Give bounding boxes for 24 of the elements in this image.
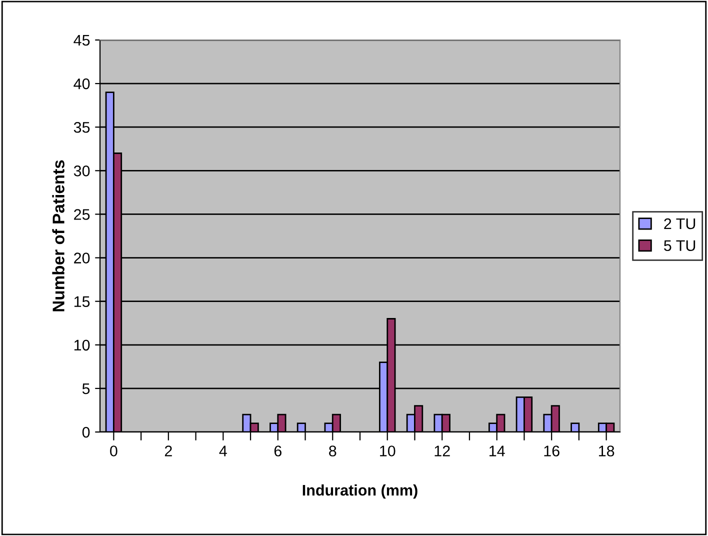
y-tick-label: 10 — [74, 340, 90, 351]
x-tick-label: 2 — [164, 446, 172, 456]
y-tick-label: 35 — [74, 122, 90, 133]
x-tick-label: 4 — [219, 446, 227, 456]
y-axis-title: Number of Patients — [52, 160, 64, 312]
x-tick-label: 16 — [544, 446, 560, 456]
legend-label: 5 TU — [664, 240, 696, 252]
x-tick-label: 14 — [490, 446, 505, 456]
x-tick-label: 0 — [110, 446, 118, 456]
y-tick-label: 25 — [74, 209, 90, 220]
legend-label: 2 TU — [664, 218, 696, 230]
x-tick-label: 8 — [329, 446, 336, 456]
y-tick-label: 0 — [82, 426, 90, 438]
y-tick-label: 40 — [74, 78, 90, 90]
x-tick-label: 18 — [598, 446, 614, 456]
y-tick-label: 45 — [74, 35, 90, 46]
y-tick-label: 5 — [82, 383, 90, 394]
y-tick-label: 30 — [74, 166, 90, 176]
x-tick-label: 10 — [380, 446, 396, 456]
x-tick-label: 12 — [434, 446, 450, 456]
x-tick-label: 6 — [274, 446, 282, 456]
y-tick-label: 20 — [74, 252, 90, 264]
x-axis-title: Induration (mm) — [302, 484, 418, 499]
y-tick-label: 15 — [74, 296, 90, 308]
